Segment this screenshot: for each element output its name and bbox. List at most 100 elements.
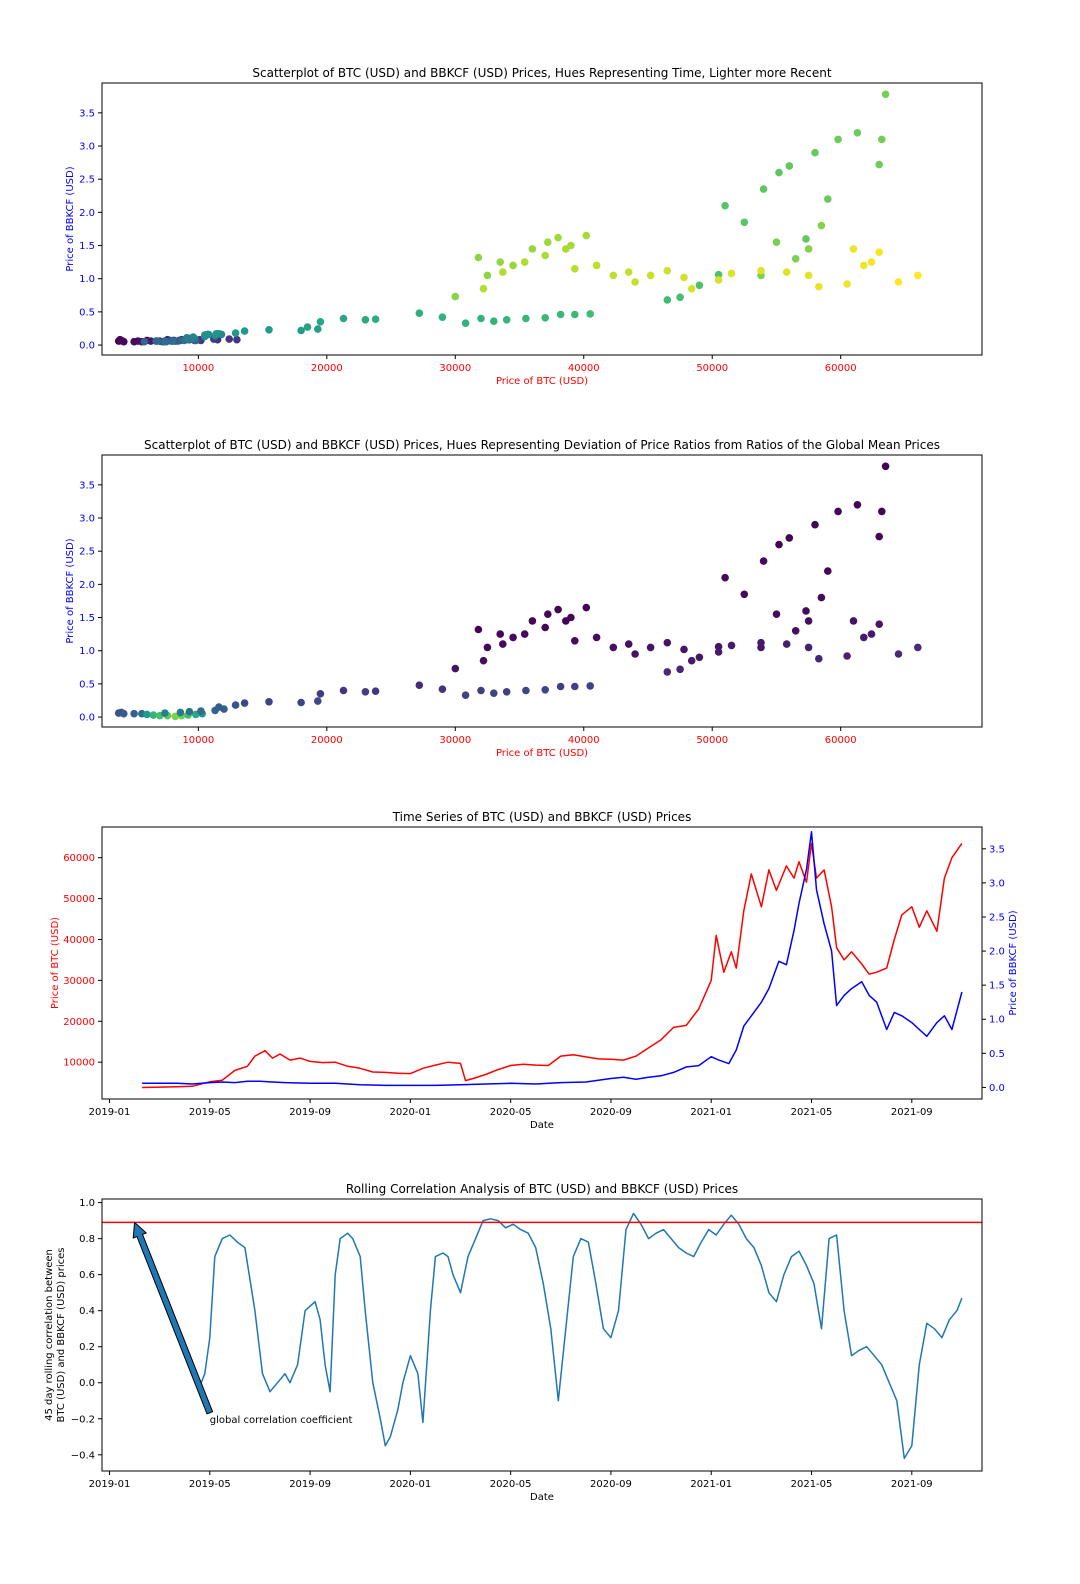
scatter-point (775, 168, 783, 177)
plot-frame (101, 454, 983, 728)
scatter-point (727, 641, 736, 650)
scatter-point (791, 254, 800, 263)
x-tick-label: 2021-01 (690, 1479, 732, 1490)
scatter-point (509, 633, 517, 642)
scatter-point (881, 462, 890, 471)
scatter-point (894, 278, 903, 286)
scatter-point (562, 245, 570, 253)
chart-title: Scatterplot of BTC (USD) and BBKCF (USD)… (252, 66, 831, 80)
panel-scatter-deviation: Scatterplot of BTC (USD) and BBKCF (USD)… (65, 438, 983, 759)
x-tick-label: 10000 (182, 363, 214, 374)
y-tick-label: 3.0 (79, 514, 95, 525)
scatter-point (153, 337, 161, 345)
scatter-point (161, 337, 169, 346)
rolling-correlation-line (199, 1212, 963, 1460)
scatter-point (782, 640, 791, 648)
scatter-point (118, 337, 127, 345)
scatter-point (496, 258, 505, 266)
scatter-point (740, 218, 749, 227)
scatter-point (782, 268, 791, 276)
scatter-point (878, 507, 886, 516)
scatter-point (461, 319, 470, 328)
scatter-point (817, 593, 826, 602)
chart-title: Scatterplot of BTC (USD) and BBKCF (USD)… (144, 438, 940, 452)
scatter-point (875, 160, 883, 169)
scatter-point (843, 652, 851, 660)
y-tick-label: 3.5 (79, 480, 95, 491)
x-tick-label: 2019-01 (89, 1479, 131, 1490)
scatter-point (860, 261, 868, 270)
scatter-point (483, 271, 492, 280)
scatter-point (914, 271, 922, 280)
scatter-point (714, 270, 723, 279)
scatter-point (451, 664, 460, 673)
scatter-point (631, 278, 639, 286)
scatter-point (528, 245, 537, 253)
scatter-point (483, 643, 492, 652)
scatter-point (811, 520, 819, 529)
scatter-point (802, 607, 810, 615)
plot-frame (101, 82, 983, 356)
scatter-point (130, 709, 138, 718)
scatter-point (772, 238, 781, 246)
scatter-point (185, 707, 194, 716)
x-tick-label: 60000 (825, 363, 857, 374)
x-tick-label: 2020-05 (490, 1107, 532, 1118)
scatter-point (562, 617, 570, 625)
scatter-point (775, 540, 783, 549)
right-y-axis-label: Price of BBKCF (USD) (1008, 910, 1019, 1015)
scatter-point (646, 643, 655, 652)
scatter-point (297, 326, 305, 335)
y-tick-label: 0.0 (79, 1378, 95, 1389)
scatter-point (843, 280, 851, 288)
scatter-point (815, 282, 823, 291)
panel-scatter-time: Scatterplot of BTC (USD) and BBKCF (USD)… (65, 66, 983, 387)
scatter-point (502, 316, 511, 324)
x-tick-label: 60000 (825, 735, 857, 746)
scatter-point (663, 668, 672, 676)
scatter-point (143, 710, 151, 719)
y-tick-label: 3.5 (79, 108, 95, 119)
scatter-point (297, 698, 305, 707)
x-axis-label: Date (530, 1120, 554, 1131)
scatter-point (265, 326, 273, 334)
scatter-point (714, 648, 723, 656)
scatter-point (554, 605, 562, 614)
left-y-tick-label: 40000 (63, 935, 95, 946)
scatter-point (586, 310, 594, 318)
btc-price-line (142, 842, 963, 1089)
y-axis-label: Price of BBKCF (USD) (65, 166, 76, 271)
scatter-point (695, 653, 704, 662)
scatter-point (544, 238, 552, 246)
x-tick-label: 2019-01 (89, 1107, 131, 1118)
scatter-point (875, 532, 883, 541)
x-tick-label: 2021-05 (791, 1479, 833, 1490)
scatter-point (586, 682, 594, 690)
scatter-point (140, 337, 149, 346)
scatter-point (371, 687, 380, 695)
scatter-point (867, 258, 876, 266)
x-tick-label: 2019-05 (189, 1479, 231, 1490)
scatter-point (314, 697, 322, 705)
y-tick-label: 0.8 (79, 1234, 95, 1245)
scatter-point (541, 623, 549, 632)
scatter-point (680, 273, 688, 282)
left-y-axis-label: Price of BTC (USD) (50, 917, 61, 1009)
scatter-point (479, 656, 488, 665)
scatter-point (894, 650, 903, 658)
annotation-text: global correlation coefficient (210, 1415, 353, 1426)
scatter-point (544, 610, 552, 618)
left-y-tick-label: 30000 (63, 976, 95, 987)
scatter-point (120, 709, 128, 718)
x-tick-label: 2020-01 (389, 1479, 431, 1490)
right-y-tick-label: 2.0 (989, 947, 1005, 958)
y-tick-label: −0.4 (71, 1450, 95, 1461)
scatter-point (490, 689, 498, 697)
scatter-point (875, 248, 883, 256)
x-tick-label: 2019-05 (189, 1107, 231, 1118)
scatter-point (240, 327, 249, 335)
scatter-point (233, 335, 241, 344)
scatter-point (176, 708, 185, 717)
scatter-point (860, 633, 868, 642)
y-tick-label: 0.5 (79, 307, 95, 318)
